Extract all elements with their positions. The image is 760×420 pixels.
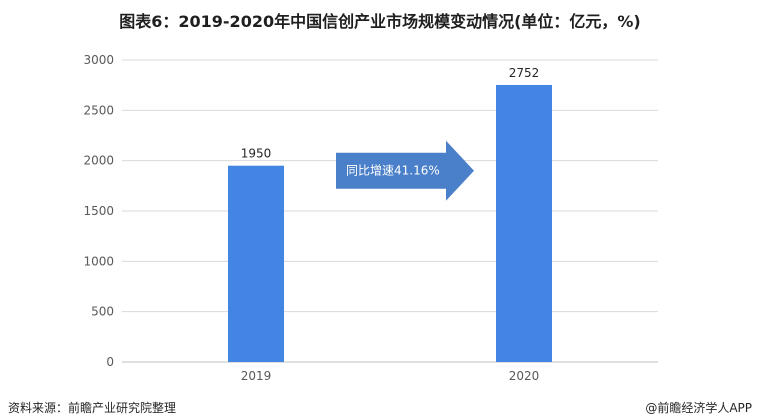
y-tick-label: 1000 — [83, 254, 114, 268]
bar-2019 — [228, 165, 284, 362]
gridlines — [122, 59, 658, 363]
bars: 1950 2752 — [228, 66, 552, 362]
y-tick-label: 2000 — [83, 154, 114, 168]
y-tick-label: 0 — [106, 355, 114, 369]
y-tick-label: 3000 — [83, 53, 114, 67]
growth-arrow-icon — [336, 140, 474, 201]
chart-title: 图表6：2019-2020年中国信创产业市场规模变动情况(单位：亿元，%) — [119, 12, 641, 31]
brand-label: @前瞻经济学人APP — [645, 401, 752, 415]
source-note: 资料来源：前瞻产业研究院整理 — [8, 401, 177, 415]
growth-label: 同比增速41.16% — [346, 164, 440, 178]
x-axis-ticks: 2019 2020 — [241, 369, 540, 383]
y-tick-label: 2500 — [83, 103, 114, 117]
data-label: 2752 — [509, 66, 540, 80]
x-tick-label: 2019 — [241, 369, 272, 383]
data-label: 1950 — [241, 147, 272, 161]
growth-annotation: 同比增速41.16% — [336, 140, 474, 201]
y-axis-ticks: 0 500 1000 1500 2000 2500 3000 — [83, 53, 114, 369]
bar-2020 — [496, 84, 552, 362]
y-tick-label: 500 — [91, 305, 114, 319]
x-tick-label: 2020 — [509, 369, 540, 383]
y-tick-label: 1500 — [83, 204, 114, 218]
